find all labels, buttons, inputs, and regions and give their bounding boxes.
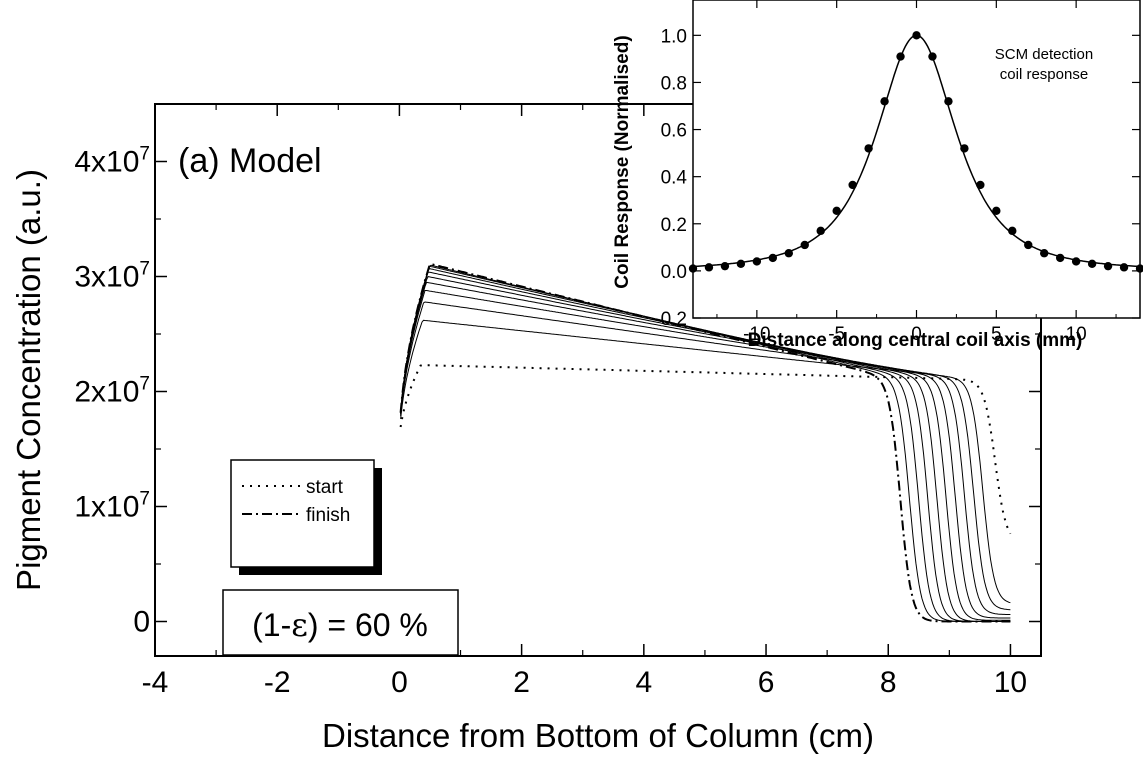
porosity-annotation-box: [222, 589, 459, 656]
inset-data-point: [736, 259, 746, 269]
inset-annotation-line-1: SCM detection: [995, 46, 1093, 63]
main-y-axis-label: Pigment Concentration (a.u.): [10, 169, 47, 591]
inset-y-tick-label: 1.0: [661, 26, 687, 47]
main-curves: [399, 263, 1012, 623]
main-series-line-4: [400, 290, 1011, 615]
main-series-line-1: [399, 364, 1012, 535]
inset-data-point: [816, 226, 825, 236]
panel-label: (a) Model: [178, 142, 322, 180]
inset-x-axis-label: Distance along central coil axis (mm): [748, 330, 1083, 351]
inset-data-point: [1008, 226, 1017, 236]
legend-start-label: start: [306, 477, 344, 498]
inset-data-point: [944, 97, 953, 106]
inset-data-point: [800, 240, 809, 250]
inset-axis-ticks: [693, 0, 1140, 319]
porosity-annotation: (1-ε) = 60 %: [222, 589, 459, 656]
inset-data-point: [880, 97, 889, 106]
inset-x-tick-labels: -10 -5 0 5 10: [743, 324, 1087, 345]
inset-data-point: [832, 206, 841, 216]
inset-y-tick-labels: -0.2 0.0 0.2 0.4 0.6 0.8 1.0: [654, 26, 687, 330]
main-x-tick-label: 8: [880, 666, 897, 699]
inset-data-point: [960, 144, 969, 153]
inset-y-tick-label: 0.0: [661, 262, 687, 283]
main-y-tick-label: 3x107: [74, 259, 150, 294]
inset-markers: [688, 31, 1143, 273]
inset-data-point: [784, 249, 793, 258]
inset-y-tick-label: 0.6: [661, 121, 687, 142]
inset-data-point: [992, 206, 1001, 216]
inset-background: [693, 0, 1140, 318]
main-y-tick-label: 2x107: [74, 374, 150, 409]
main-y-tick-label: 4x107: [74, 144, 150, 179]
legend: start finish: [230, 459, 382, 575]
inset-data-point: [1024, 240, 1033, 250]
inset-x-tick-label: -10: [743, 324, 770, 345]
main-y-tick-labels: 0 1x107 2x107 3x107 4x107: [74, 144, 150, 639]
inset-data-point: [1119, 263, 1129, 272]
legend-box: [230, 459, 375, 568]
main-series-line-11: [399, 263, 1011, 623]
main-x-tick-label: 6: [758, 666, 775, 699]
main-series-line-8: [400, 268, 1011, 622]
inset-data-point: [1103, 261, 1113, 271]
inset-x-tick-label: 10: [1066, 324, 1087, 345]
inset-data-point: [688, 264, 698, 273]
main-x-tick-label: 10: [994, 666, 1027, 699]
inset-y-axis-label: Coil Response (Normalised): [612, 35, 633, 288]
inset-data-point: [752, 257, 762, 266]
inset-data-point: [976, 180, 985, 190]
inset-data-point: [1071, 257, 1081, 266]
inset-data-point: [1055, 253, 1065, 263]
main-y-tick-label: 1x107: [74, 489, 150, 524]
porosity-annotation-text: (1-ε) = 60 %: [252, 606, 428, 644]
inset-data-point: [864, 144, 873, 153]
main-x-tick-label: 0: [391, 666, 408, 699]
main-series-line-9: [400, 265, 1011, 622]
main-plot-frame: [154, 103, 1042, 657]
main-series-line-2: [400, 319, 1011, 604]
legend-finish-label: finish: [306, 505, 350, 526]
main-series-line-5: [400, 281, 1011, 619]
inset-data-point: [1087, 259, 1097, 269]
inset-y-tick-label: 0.4: [661, 168, 688, 189]
inset-data-point: [896, 52, 905, 61]
inset-data-point: [768, 253, 778, 263]
inset-y-tick-label: 0.2: [661, 215, 687, 236]
inset-data-point: [928, 52, 937, 61]
inset-y-tick-label: -0.2: [654, 309, 687, 330]
inset-data-point: [912, 31, 921, 40]
inset-data-point: [720, 261, 730, 271]
main-x-tick-label: -2: [264, 666, 291, 699]
main-x-tick-labels: -4 -2 0 2 4 6 8 10: [142, 666, 1027, 699]
inset-data-point: [848, 180, 857, 190]
main-x-tick-label: 2: [513, 666, 530, 699]
main-x-tick-label: -4: [142, 666, 169, 699]
inset-data-point: [704, 263, 714, 272]
inset-y-tick-label: 0.8: [661, 73, 687, 94]
inset-x-tick-label: -5: [828, 324, 845, 345]
inset-x-tick-label: 0: [911, 324, 922, 345]
inset-annotation-line-2: coil response: [1000, 66, 1088, 83]
inset-data-point: [1135, 264, 1143, 273]
main-y-tick-label: 0: [133, 606, 150, 639]
main-x-axis-label: Distance from Bottom of Column (cm): [322, 717, 874, 754]
main-x-tick-label: 4: [635, 666, 652, 699]
inset-data-point: [1040, 249, 1049, 258]
inset-x-tick-label: 5: [991, 324, 1002, 345]
